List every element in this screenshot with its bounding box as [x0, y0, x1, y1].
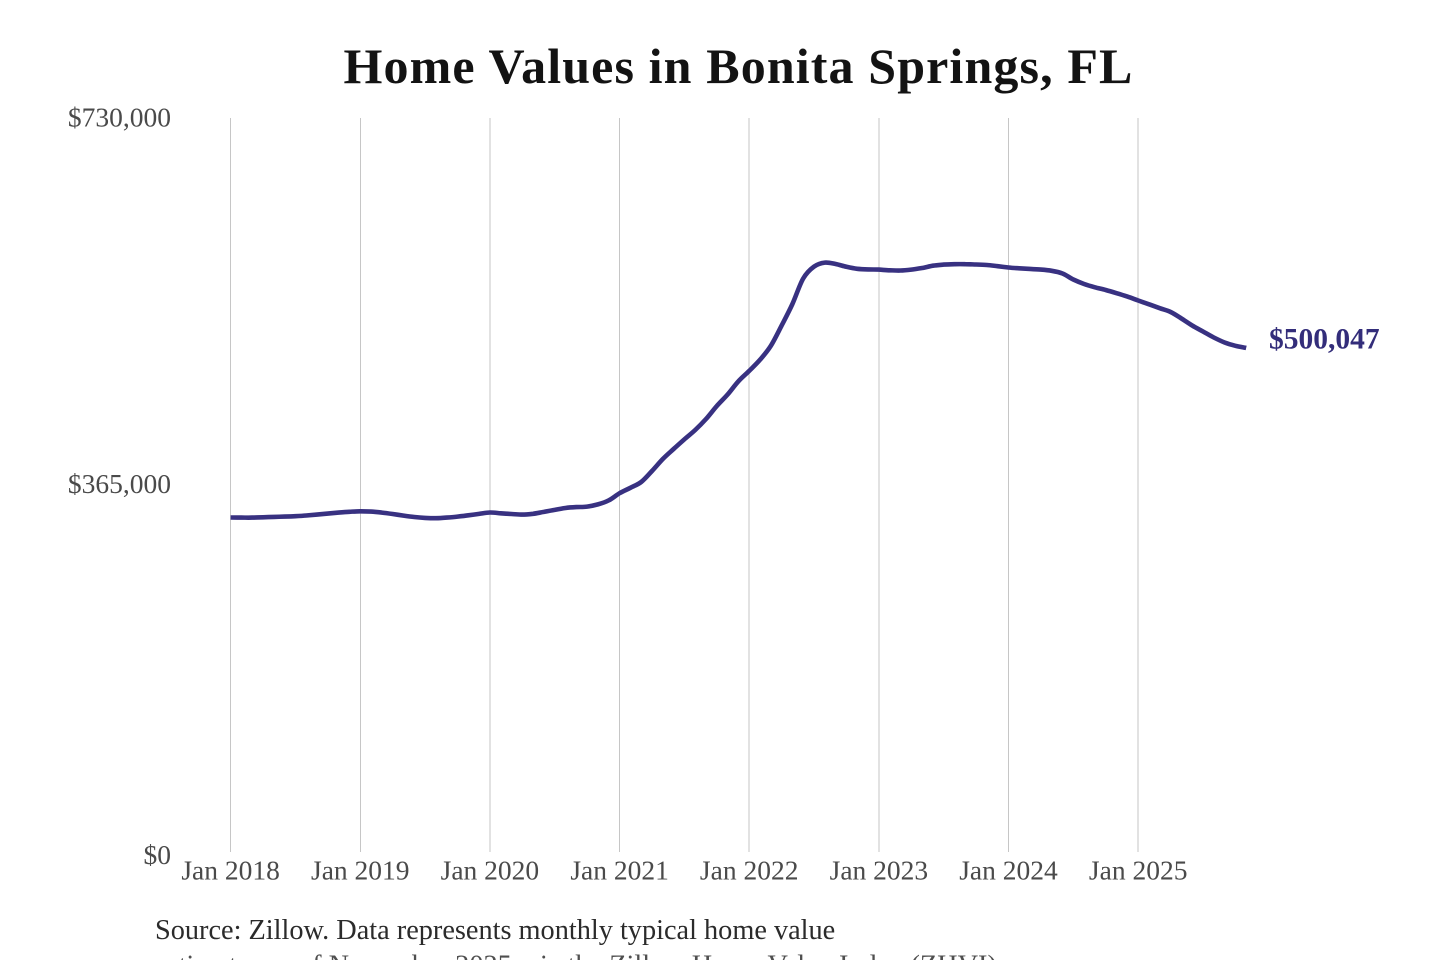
svg-text:Source: Zillow. Data represent: Source: Zillow. Data represents monthly …: [155, 915, 835, 946]
svg-text:$500,047: $500,047: [1269, 324, 1380, 356]
svg-text:Jan 2024: Jan 2024: [959, 855, 1058, 886]
svg-text:Jan 2021: Jan 2021: [570, 855, 669, 886]
svg-text:Jan 2018: Jan 2018: [181, 855, 280, 886]
svg-text:Jan 2023: Jan 2023: [830, 855, 929, 886]
svg-text:Jan 2020: Jan 2020: [441, 855, 540, 886]
svg-text:estimates as of November 2025,: estimates as of November 2025, via the Z…: [155, 951, 1004, 960]
svg-text:Jan 2022: Jan 2022: [700, 855, 799, 886]
svg-text:$0: $0: [144, 839, 172, 870]
svg-text:$730,000: $730,000: [68, 102, 171, 133]
svg-text:Home Values in Bonita Springs,: Home Values in Bonita Springs, FL: [344, 38, 1134, 94]
svg-text:Jan 2025: Jan 2025: [1089, 855, 1188, 886]
svg-text:$365,000: $365,000: [68, 468, 171, 499]
svg-text:Jan 2019: Jan 2019: [311, 855, 410, 886]
